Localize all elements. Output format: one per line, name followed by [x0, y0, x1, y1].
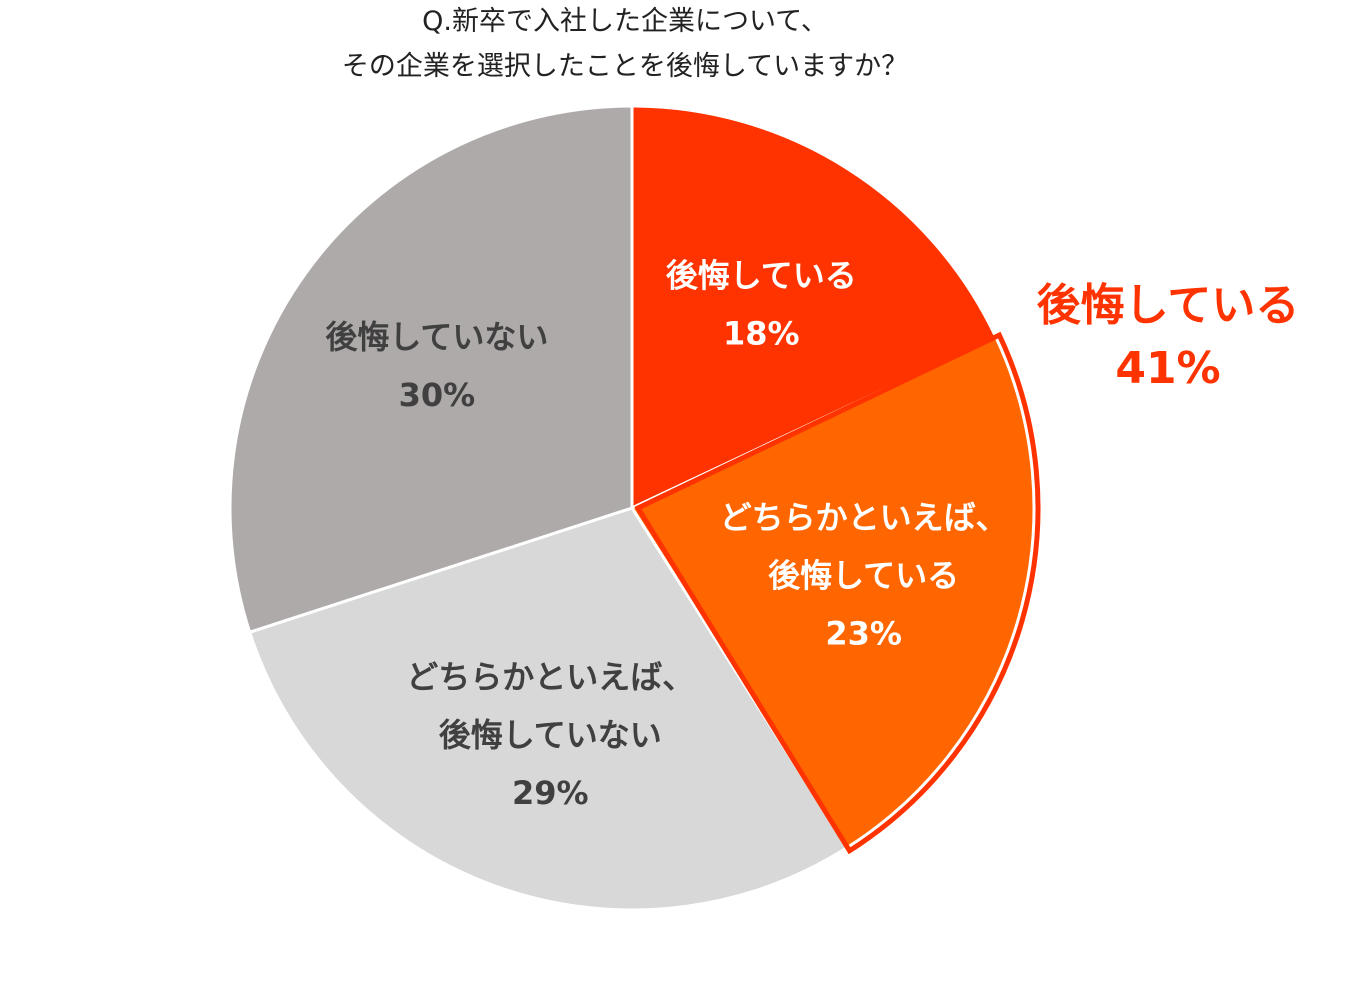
- slice-category-label: 後悔している: [768, 556, 959, 594]
- pie-slice: [630, 104, 998, 511]
- highlight-outline: [634, 331, 1041, 855]
- callout-value: 41%: [1115, 343, 1220, 394]
- slice-value-label: 29%: [512, 774, 589, 812]
- slice-category-label: 後悔していない: [325, 318, 548, 356]
- slice-category-label: どちらかといえば、: [720, 498, 1008, 536]
- callout-label: 後悔している: [1037, 280, 1300, 331]
- slice-value-label: 30%: [399, 376, 476, 414]
- slice-category-label: 後悔していない: [439, 716, 662, 754]
- pie-slice: [228, 104, 634, 635]
- chart-title-line-1: Q.新卒で入社した企業について、: [422, 6, 828, 37]
- slice-category-label: どちらかといえば、: [406, 658, 694, 696]
- chart-title-line-2: その企業を選択したことを後悔していますか？: [342, 51, 908, 82]
- slice-labels: 後悔している18%どちらかといえば、後悔している23%どちらかといえば、後悔して…: [325, 256, 1007, 812]
- slice-value-label: 18%: [723, 314, 800, 352]
- pie-slice: [247, 506, 850, 912]
- slice-value-label: 23%: [825, 614, 902, 652]
- slice-category-label: 後悔している: [666, 256, 857, 294]
